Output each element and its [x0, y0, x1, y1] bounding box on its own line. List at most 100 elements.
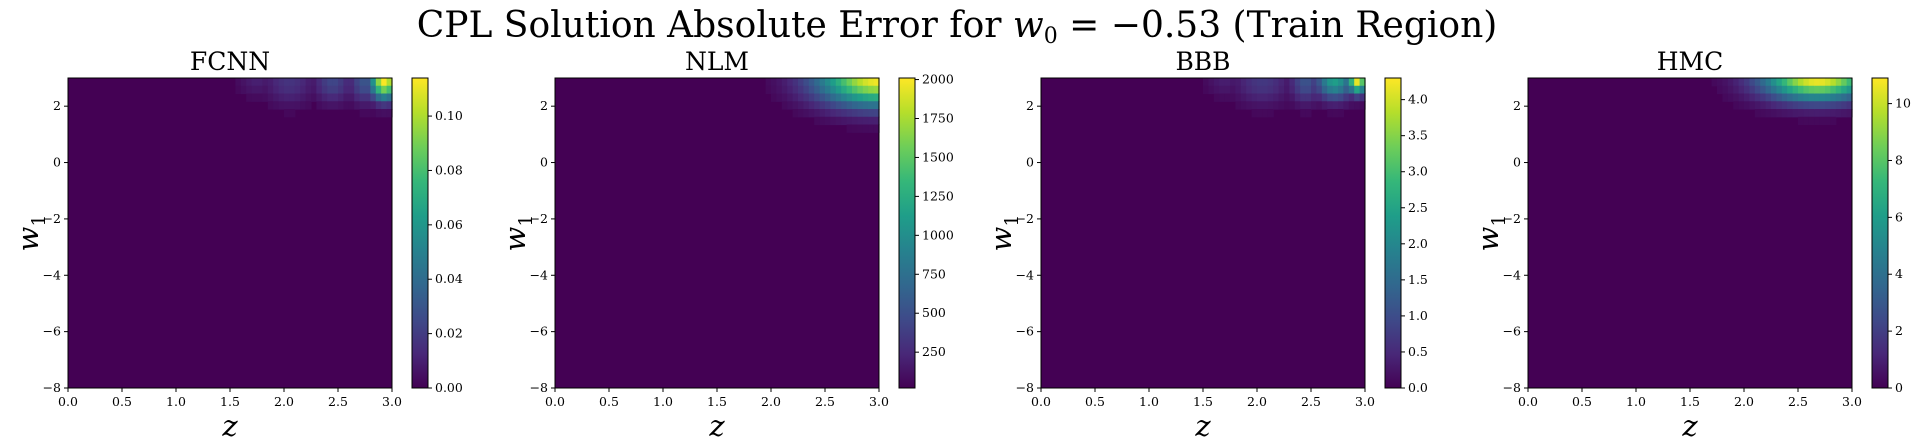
heatmap-cell [819, 101, 826, 110]
heatmap-cell [1240, 93, 1247, 102]
y-tick-label: 2 [540, 98, 548, 113]
heatmap-cell [862, 78, 869, 87]
colorbar-tick-label: 10 [1895, 96, 1911, 111]
y-axis-label: w1 [11, 215, 50, 252]
heatmap-cell [240, 85, 247, 95]
heatmap-cell [1251, 78, 1258, 87]
heatmap-cell [830, 101, 837, 110]
heatmap-cell [365, 101, 371, 110]
heatmap-cell [1803, 85, 1810, 95]
heatmap-cell [370, 78, 377, 87]
heatmap-cell [1284, 93, 1290, 102]
heatmap-cell [1744, 85, 1750, 95]
heatmap-cells [555, 78, 880, 388]
heatmap-cell [257, 78, 263, 87]
heatmap-cell [1316, 78, 1323, 87]
heatmap-cell [808, 93, 815, 102]
heatmap-cell [1830, 78, 1837, 87]
heatmap-cell [1257, 109, 1263, 118]
heatmap-cell [787, 85, 794, 95]
x-tick-label: 1.0 [166, 394, 186, 409]
heatmap-cell [1284, 85, 1290, 95]
heatmap-cell [1803, 78, 1810, 87]
heatmap-cell [846, 78, 853, 87]
figure-title: CPL Solution Absolute Error for w0 = −0.… [417, 5, 1498, 49]
heatmap-cell [868, 109, 875, 118]
heatmap-cell [311, 78, 317, 87]
heatmap-cell [1798, 85, 1804, 95]
heatmap-cell [1787, 85, 1794, 95]
heatmap-cell [1711, 78, 1718, 87]
heatmap-cell [819, 109, 826, 118]
heatmap-cell [1841, 109, 1848, 118]
heatmap-cell [332, 101, 339, 110]
heatmap-cell [852, 78, 858, 87]
x-tick-label: 3.0 [1842, 394, 1862, 409]
heatmap-cell [1841, 101, 1848, 110]
colorbar-tick-label: 0.5 [1408, 344, 1428, 359]
heatmap-cell [1321, 78, 1328, 87]
heatmap-cell [1727, 93, 1734, 102]
heatmap-cell [1792, 85, 1799, 95]
heatmap-cell [1251, 93, 1258, 102]
heatmap-cell [1208, 78, 1215, 87]
heatmap-cell [289, 109, 296, 118]
heatmap-cell [284, 78, 290, 87]
heatmap-cell [1830, 101, 1837, 110]
heatmap-cell [776, 78, 783, 87]
heatmap-cell [1294, 78, 1301, 87]
heatmap-cell [267, 93, 274, 102]
heatmap-cell [284, 101, 290, 110]
heatmap-cell [1727, 78, 1734, 87]
colorbar: 0 2 4 6 8 10 [1871, 77, 1911, 395]
heatmap-cell [1781, 101, 1788, 110]
x-tick-label: 2.5 [1788, 394, 1808, 409]
heatmap-cell [1841, 85, 1848, 95]
heatmap-cell [381, 93, 388, 102]
heatmap-cell [857, 78, 864, 87]
heatmap-cell [300, 78, 307, 87]
heatmap-cell [792, 109, 799, 118]
heatmap-cell [365, 109, 371, 118]
heatmap-cell [1332, 101, 1339, 110]
heatmap-cell [814, 78, 821, 87]
heatmap-cell [273, 85, 280, 95]
heatmap-cell [1267, 78, 1274, 87]
colorbar-tick-label: 500 [922, 305, 946, 320]
heatmap-cell [1359, 101, 1366, 110]
heatmap-cell [1257, 93, 1263, 102]
heatmap-cell [1289, 93, 1296, 102]
heatmap-cell [857, 109, 864, 118]
heatmap-cell [1808, 101, 1815, 110]
heatmap-cell [873, 93, 880, 102]
panel-title: FCNN [190, 47, 270, 76]
heatmap-cell [1814, 78, 1821, 87]
panel-hmc: HMC 0.0 0.5 1.0 1.5 2.0 2.5 3.0 2 0 −2 −4 −6 −8 z w1 0 2 4… [1471, 47, 1911, 443]
heatmap-cell [1240, 85, 1247, 95]
heatmap-cell [338, 101, 344, 110]
heatmap-cell [365, 85, 371, 95]
heatmap-cell [841, 109, 848, 118]
heatmap-cell [1808, 85, 1815, 95]
heatmap-cell [1744, 93, 1750, 102]
heatmap-cell [278, 78, 285, 87]
heatmap-cell [803, 78, 810, 87]
heatmap-cell [1348, 78, 1355, 87]
heatmap-cell [251, 78, 258, 87]
heatmap-cell [1311, 85, 1317, 95]
heatmap-cell [1754, 101, 1761, 110]
heatmap-cell [1733, 85, 1740, 95]
heatmap-cell [1359, 85, 1366, 95]
heatmap-cell [1300, 85, 1307, 95]
heatmap-cell [386, 85, 393, 95]
heatmap-cell [386, 109, 393, 118]
heatmap-cell [1224, 93, 1231, 102]
heatmap-cell [846, 124, 853, 133]
heatmap-cell [852, 109, 858, 118]
heatmap-cell [327, 85, 334, 95]
heatmap-cell [1814, 109, 1821, 118]
heatmap-cell [1208, 85, 1215, 95]
colorbar-gradient [1384, 77, 1402, 389]
heatmap-cell [1792, 109, 1799, 118]
colorbar-tick-label: 3.5 [1408, 128, 1428, 143]
